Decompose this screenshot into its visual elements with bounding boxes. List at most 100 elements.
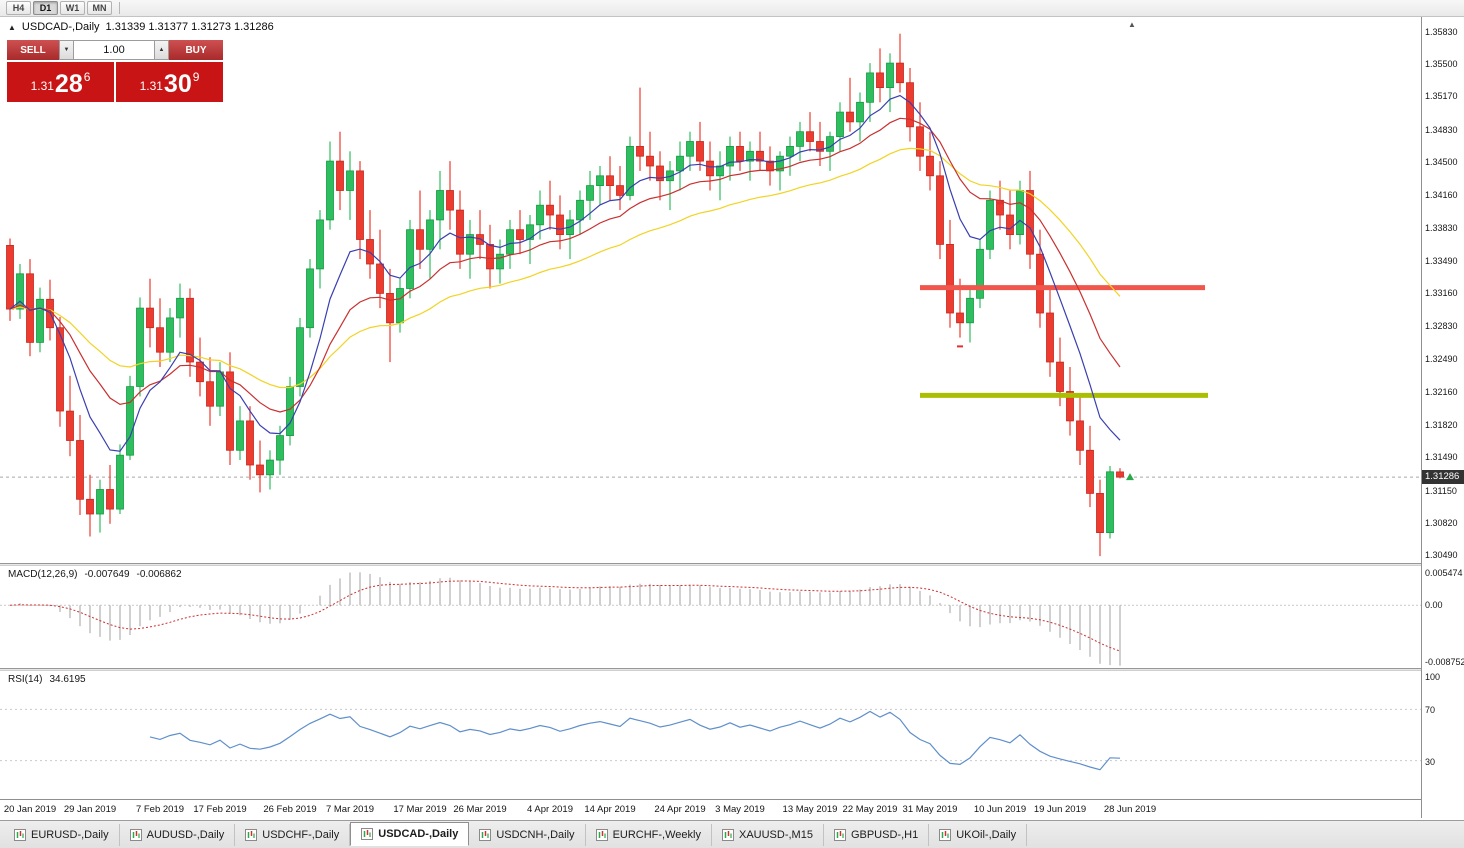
price-axis[interactable]: 1.35830 1.35500 1.35170 1.34830 1.34500 1.341… bbox=[1421, 17, 1464, 818]
tab-label: AUDUSD-,Daily bbox=[146, 829, 225, 841]
macd-max-label: 0.005474 bbox=[1425, 568, 1463, 578]
tab-label: UKOil-,Daily bbox=[956, 829, 1017, 841]
chart-tab-usdchf-daily[interactable]: USDCHF-,Daily bbox=[235, 824, 351, 846]
macd-canvas[interactable] bbox=[0, 566, 1421, 668]
tab-label: EURUSD-,Daily bbox=[31, 829, 109, 841]
price-tick-label: 1.34830 bbox=[1425, 124, 1458, 135]
timeframe-button-h4[interactable]: H4 bbox=[6, 1, 31, 15]
price-tick-label: 1.32490 bbox=[1425, 354, 1458, 365]
macd-name: MACD(12,26,9) bbox=[8, 569, 78, 580]
date-tick-label: 19 Jun 2019 bbox=[1033, 804, 1087, 815]
chart-tab-usdcnh-daily[interactable]: USDCNH-,Daily bbox=[469, 824, 586, 846]
tab-label: XAUUSD-,M15 bbox=[738, 829, 813, 841]
date-tick-label: 22 May 2019 bbox=[842, 804, 898, 815]
timeframe-toolbar: H4 D1 W1 MN bbox=[0, 0, 1464, 17]
price-tick-label: 1.31820 bbox=[1425, 419, 1458, 430]
date-tick-label: 7 Mar 2019 bbox=[325, 804, 375, 815]
volume-decrease-button[interactable]: ▼ bbox=[59, 40, 74, 60]
date-tick-label: 24 Apr 2019 bbox=[654, 804, 706, 815]
sell-price-prefix: 1.31 bbox=[30, 79, 54, 93]
mini-chart-icon bbox=[129, 829, 142, 841]
volume-increase-button[interactable]: ▲ bbox=[154, 40, 169, 60]
price-chart-canvas[interactable] bbox=[0, 18, 1421, 563]
date-tick-label: 20 Jan 2019 bbox=[3, 804, 57, 815]
macd-min-label: -0.008752 bbox=[1425, 657, 1464, 667]
panel-separator[interactable] bbox=[0, 668, 1464, 671]
rsi-value: 34.6195 bbox=[49, 674, 86, 685]
timeframe-button-mn[interactable]: MN bbox=[87, 1, 112, 15]
mini-chart-icon bbox=[721, 829, 734, 841]
price-tick-label: 1.33830 bbox=[1425, 222, 1458, 233]
sell-price-display[interactable]: 1.31 28 6 bbox=[7, 62, 114, 102]
date-tick-label: 28 Jun 2019 bbox=[1103, 804, 1157, 815]
mini-chart-icon bbox=[595, 829, 608, 841]
chart-tab-usdcad-daily[interactable]: USDCAD-,Daily bbox=[350, 822, 470, 846]
price-tick-label: 1.35500 bbox=[1425, 59, 1458, 70]
sell-price-big-digits: 28 bbox=[54, 70, 83, 98]
rsi-30-label: 30 bbox=[1425, 756, 1436, 767]
buy-price-display[interactable]: 1.31 30 9 bbox=[116, 62, 223, 102]
mini-chart-icon bbox=[245, 829, 258, 841]
date-tick-label: 26 Feb 2019 bbox=[263, 804, 317, 815]
price-tick-label: 1.31150 bbox=[1425, 485, 1457, 496]
chart-ohlc-title: ▲ USDCAD-,Daily 1.31339 1.31377 1.31273 … bbox=[8, 21, 274, 33]
buy-price-prefix: 1.31 bbox=[139, 79, 163, 93]
mini-chart-icon bbox=[479, 829, 492, 841]
tab-label: USDCNH-,Daily bbox=[496, 829, 575, 841]
date-tick-label: 4 Apr 2019 bbox=[527, 804, 573, 815]
chart-ohlc-values: 1.31339 1.31377 1.31273 1.31286 bbox=[105, 21, 274, 33]
chart-tab-eurusd-daily[interactable]: EURUSD-,Daily bbox=[4, 824, 120, 846]
chart-tab-eurchf-weekly[interactable]: EURCHF-,Weekly bbox=[586, 824, 712, 846]
price-tick-label: 1.35170 bbox=[1425, 91, 1458, 102]
date-tick-label: 29 Jan 2019 bbox=[63, 804, 117, 815]
macd-zero-label: 0.00 bbox=[1425, 600, 1443, 611]
rsi-100-label: 100 bbox=[1425, 672, 1441, 682]
mini-chart-icon bbox=[361, 828, 374, 840]
chart-tab-audusd-daily[interactable]: AUDUSD-,Daily bbox=[120, 824, 236, 846]
buy-price-pip-digit: 9 bbox=[192, 70, 200, 84]
price-tick-label: 1.32160 bbox=[1425, 386, 1458, 397]
rsi-70-label: 70 bbox=[1425, 705, 1436, 716]
date-tick-label: 17 Mar 2019 bbox=[393, 804, 447, 815]
price-tick-label: 1.31490 bbox=[1425, 452, 1458, 463]
macd-value-signal: -0.006862 bbox=[136, 569, 182, 580]
panel-separator[interactable] bbox=[0, 563, 1464, 566]
chart-corner-toggle-icon[interactable]: ▲ bbox=[1128, 20, 1136, 29]
chart-tabs-bar: EURUSD-,Daily AUDUSD-,Daily USDCHF-,Daily U… bbox=[0, 820, 1464, 848]
sell-button[interactable]: SELL bbox=[7, 40, 59, 60]
date-tick-label: 10 Jun 2019 bbox=[973, 804, 1027, 815]
mini-chart-icon bbox=[14, 829, 26, 841]
sell-price-pip-digit: 6 bbox=[83, 70, 91, 84]
macd-value-main: -0.007649 bbox=[84, 569, 130, 580]
rsi-name: RSI(14) bbox=[8, 674, 43, 685]
rsi-indicator-label: RSI(14) 34.6195 bbox=[8, 674, 86, 685]
rsi-canvas[interactable] bbox=[0, 671, 1421, 799]
chart-tab-ukoil-daily[interactable]: UKOil-,Daily bbox=[929, 824, 1028, 846]
timeframe-button-w1[interactable]: W1 bbox=[60, 1, 85, 15]
price-tick-label: 1.34160 bbox=[1425, 190, 1458, 201]
time-axis[interactable]: 20 Jan 2019 29 Jan 2019 7 Feb 2019 17 Feb 2… bbox=[0, 799, 1421, 818]
volume-input[interactable] bbox=[74, 40, 154, 60]
one-click-trading-panel: SELL ▼ ▲ BUY 1.31 28 6 1.31 30 9 bbox=[7, 40, 223, 102]
chart-area: 1.35830 1.35500 1.35170 1.34830 1.34500 1.341… bbox=[0, 17, 1464, 820]
tab-label: GBPUSD-,H1 bbox=[850, 829, 919, 841]
tab-label: USDCHF-,Daily bbox=[262, 829, 340, 841]
current-price-badge: 1.31286 bbox=[1422, 470, 1464, 485]
date-tick-label: 3 May 2019 bbox=[715, 804, 765, 815]
chart-tab-gbpusd-h1[interactable]: GBPUSD-,H1 bbox=[824, 824, 930, 846]
price-tick-label: 1.34500 bbox=[1425, 157, 1458, 168]
price-tick-label: 1.30820 bbox=[1425, 517, 1458, 528]
mini-chart-icon bbox=[939, 829, 952, 841]
chart-tab-xauusd-m15[interactable]: XAUUSD-,M15 bbox=[712, 824, 824, 846]
buy-button[interactable]: BUY bbox=[169, 40, 223, 60]
macd-indicator-label: MACD(12,26,9) -0.007649 -0.006862 bbox=[8, 569, 182, 580]
chart-symbol-label: USDCAD-,Daily bbox=[21, 21, 100, 33]
date-tick-label: 31 May 2019 bbox=[902, 804, 958, 815]
one-click-collapse-icon[interactable]: ▲ bbox=[8, 22, 16, 32]
date-tick-label: 26 Mar 2019 bbox=[453, 804, 507, 815]
price-tick-label: 1.35830 bbox=[1425, 26, 1458, 37]
tab-label: EURCHF-,Weekly bbox=[612, 829, 701, 841]
mini-chart-icon bbox=[833, 829, 846, 841]
timeframe-button-d1[interactable]: D1 bbox=[33, 1, 58, 15]
date-tick-label: 17 Feb 2019 bbox=[193, 804, 247, 815]
